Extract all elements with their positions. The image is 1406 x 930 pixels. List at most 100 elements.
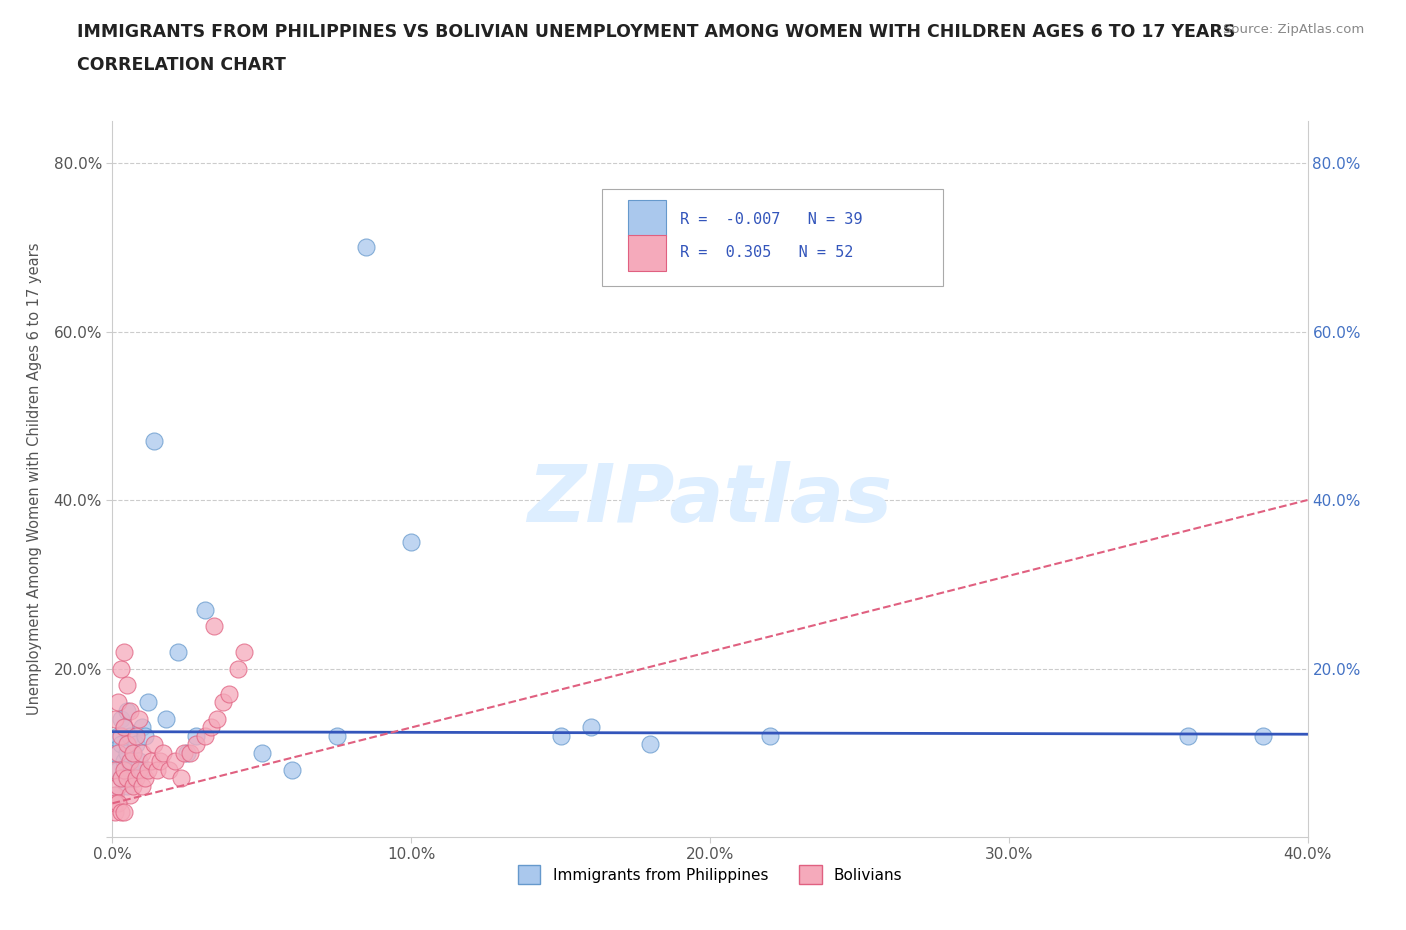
Point	[579, 720, 602, 735]
Point	[143, 737, 166, 751]
Point	[205, 711, 228, 726]
Point	[104, 796, 127, 811]
Point	[759, 728, 782, 743]
Point	[104, 745, 127, 760]
Point	[114, 763, 135, 777]
Point	[122, 771, 145, 786]
Point	[117, 771, 139, 786]
Point	[110, 804, 132, 819]
Point	[122, 745, 145, 760]
Point	[200, 720, 222, 735]
Point	[104, 788, 127, 803]
Legend: Immigrants from Philippines, Bolivians: Immigrants from Philippines, Bolivians	[512, 859, 908, 890]
Point	[325, 728, 347, 743]
Point	[170, 771, 193, 786]
Point	[107, 796, 129, 811]
Point	[152, 745, 174, 760]
Point	[125, 737, 148, 751]
Point	[550, 728, 572, 743]
Point	[179, 745, 201, 760]
Point	[120, 788, 142, 803]
Point	[107, 728, 129, 743]
Point	[356, 240, 378, 255]
Text: Source: ZipAtlas.com: Source: ZipAtlas.com	[1223, 23, 1364, 36]
Text: R =  -0.007   N = 39: R = -0.007 N = 39	[681, 211, 863, 227]
FancyBboxPatch shape	[603, 189, 943, 286]
Point	[131, 745, 153, 760]
Point	[114, 720, 135, 735]
Point	[114, 644, 135, 659]
Point	[134, 771, 156, 786]
Point	[110, 728, 132, 743]
Point	[120, 753, 142, 768]
Point	[173, 745, 195, 760]
Point	[128, 753, 150, 768]
Point	[122, 779, 145, 794]
Point	[104, 711, 127, 726]
Point	[107, 779, 129, 794]
Point	[117, 737, 139, 751]
Point	[114, 720, 135, 735]
Point	[138, 763, 160, 777]
Point	[128, 763, 150, 777]
Point	[186, 737, 208, 751]
Text: CORRELATION CHART: CORRELATION CHART	[77, 56, 287, 73]
Point	[110, 737, 132, 751]
Point	[194, 602, 217, 617]
FancyBboxPatch shape	[627, 234, 666, 271]
Point	[110, 661, 132, 676]
Point	[117, 745, 139, 760]
Point	[131, 763, 153, 777]
Point	[143, 433, 166, 448]
Point	[131, 779, 153, 794]
Point	[110, 711, 132, 726]
Point	[640, 737, 662, 751]
Point	[138, 695, 160, 710]
Point	[110, 771, 132, 786]
Text: ZIPatlas: ZIPatlas	[527, 461, 893, 539]
Point	[125, 728, 148, 743]
Point	[186, 728, 208, 743]
Point	[157, 763, 180, 777]
FancyBboxPatch shape	[627, 200, 666, 236]
Point	[104, 763, 127, 777]
Point	[120, 763, 142, 777]
Point	[120, 703, 142, 718]
Point	[226, 661, 249, 676]
Point	[167, 644, 190, 659]
Point	[1251, 728, 1274, 743]
Point	[1177, 728, 1199, 743]
Point	[107, 695, 129, 710]
Point	[120, 728, 142, 743]
Point	[155, 711, 177, 726]
Y-axis label: Unemployment Among Women with Children Ages 6 to 17 years: Unemployment Among Women with Children A…	[28, 243, 42, 715]
Point	[401, 535, 423, 550]
Point	[134, 728, 156, 743]
Point	[176, 745, 198, 760]
Point	[122, 745, 145, 760]
Point	[104, 804, 127, 819]
Point	[250, 745, 273, 760]
Point	[117, 678, 139, 693]
Point	[117, 703, 139, 718]
Point	[104, 788, 127, 803]
Point	[149, 753, 172, 768]
Point	[131, 720, 153, 735]
Text: IMMIGRANTS FROM PHILIPPINES VS BOLIVIAN UNEMPLOYMENT AMONG WOMEN WITH CHILDREN A: IMMIGRANTS FROM PHILIPPINES VS BOLIVIAN …	[77, 23, 1236, 41]
Point	[212, 695, 235, 710]
Point	[218, 686, 240, 701]
Point	[141, 753, 163, 768]
Point	[146, 763, 169, 777]
Point	[281, 763, 304, 777]
Point	[114, 804, 135, 819]
Point	[202, 619, 225, 634]
Point	[128, 711, 150, 726]
Text: R =  0.305   N = 52: R = 0.305 N = 52	[681, 246, 853, 260]
Point	[114, 753, 135, 768]
Point	[107, 763, 129, 777]
Point	[165, 753, 187, 768]
Point	[194, 728, 217, 743]
Point	[233, 644, 256, 659]
Point	[110, 771, 132, 786]
Point	[107, 745, 129, 760]
